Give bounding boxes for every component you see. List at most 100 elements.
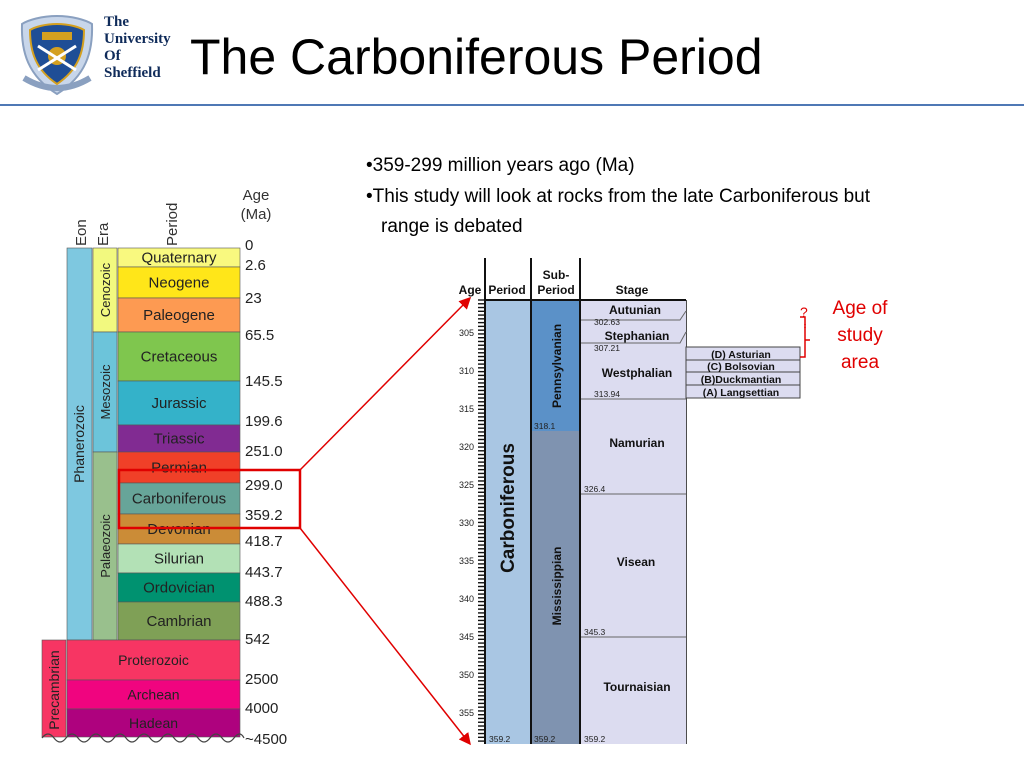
age-label: 2.6: [245, 257, 266, 274]
ruler-label: 335: [459, 556, 474, 566]
carboniferous-detail-chart: Age Period Sub- Period Stage Carbonifero…: [459, 258, 810, 744]
era-mesozoic-bar: [92, 331, 118, 453]
period-label-ordovician: Ordovician: [143, 580, 215, 597]
ruler-label: 355: [459, 708, 474, 718]
bullet-1: •359-299 million years ago (Ma): [366, 155, 635, 176]
subperiod-column-header-line2: Period: [537, 283, 574, 297]
stage-namurian: Namurian: [609, 436, 664, 450]
stage-column-header: Stage: [616, 283, 649, 297]
period-label-cambrian: Cambrian: [146, 613, 211, 630]
age-label: ~4500: [245, 731, 287, 748]
slide-title: The Carboniferous Period: [190, 29, 763, 85]
period-label-silurian: Silurian: [154, 551, 204, 568]
ruler-label: 305: [459, 328, 474, 338]
period-column-header: Period: [488, 283, 525, 297]
boundary-age-359-stage: 359.2: [584, 734, 606, 744]
period-bar-hadean: [66, 708, 241, 738]
period-bar-cambrian: [117, 601, 241, 641]
age-label: 299.0: [245, 477, 283, 494]
age-label: 443.7: [245, 564, 283, 581]
logo-line-1: The: [104, 14, 130, 30]
logo-line-4: Sheffield: [104, 65, 161, 81]
age-label: 23: [245, 290, 262, 307]
connector-top: [299, 296, 472, 471]
carboniferous-highlight-box: [117, 468, 302, 530]
ruler-label: 320: [459, 442, 474, 452]
age-label: 418.7: [245, 533, 283, 550]
stage-autunian: Autunian: [609, 303, 661, 317]
period-label-quaternary: Quaternary: [141, 250, 217, 267]
age-label: 65.5: [245, 327, 274, 344]
base-wavy-line: [41, 733, 245, 743]
period-bar-silurian: [117, 543, 241, 574]
ruler-label: 330: [459, 518, 474, 528]
study-area-bracket: [800, 316, 810, 358]
study-label-line-3: area: [840, 352, 880, 373]
boundary-age-345: 345.3: [584, 627, 606, 637]
university-crest-logo: [20, 14, 94, 96]
period-label-jurassic: Jurassic: [151, 395, 207, 412]
connector-bottom: [299, 527, 471, 746]
period-label-carboniferous: Carboniferous: [132, 491, 226, 508]
logo-line-2: University: [104, 31, 171, 47]
period-bar-archean: [66, 679, 241, 710]
period-label-permian: Permian: [151, 460, 207, 477]
age-label: 488.3: [245, 593, 283, 610]
pennsylvanian-bar: [532, 301, 579, 431]
period-bar-paleogene: [117, 297, 241, 333]
age-label: 251.0: [245, 443, 283, 460]
age-label: 0: [245, 237, 253, 254]
substage-duckmantian: (B)Duckmantian: [701, 374, 782, 386]
geologic-time-scale: Eon Era Period Age (Ma) Phanerozoic Ceno…: [41, 162, 312, 752]
period-label-devonian: Devonian: [147, 521, 210, 538]
ruler-label: 340: [459, 594, 474, 604]
eon-header: Eon: [73, 219, 90, 246]
age-label: 4000: [245, 700, 278, 717]
period-label-triassic: Triassic: [153, 431, 205, 448]
period-label-paleogene: Paleogene: [143, 307, 215, 324]
stage-stephanian: Stephanian: [605, 329, 670, 343]
stage-westphalian: Westphalian: [602, 366, 672, 380]
ruler-label: 350: [459, 670, 474, 680]
period-bar-triassic: [117, 424, 241, 453]
period-label-neogene: Neogene: [149, 275, 210, 292]
uncertainty-question-mark: ?: [800, 304, 808, 320]
carboniferous-period-label: Carboniferous: [498, 443, 519, 573]
substage-langsettian: (A) Langsettian: [703, 387, 779, 399]
period-bar-permian: [117, 451, 241, 484]
stage-tournaisian: Tournaisian: [603, 680, 670, 694]
ruler-label: 345: [459, 632, 474, 642]
bullet-2-continuation: range is debated: [381, 216, 523, 237]
period-label-proterozoic: Proterozoic: [118, 652, 189, 668]
eon-precambrian-label: Precambrian: [46, 650, 62, 729]
boundary-age-359-subperiod: 359.2: [534, 734, 556, 744]
boundary-age-359-period: 359.2: [489, 734, 511, 744]
period-label-archean: Archean: [127, 687, 179, 703]
age-header-line2: (Ma): [241, 206, 272, 223]
age-label: 359.2: [245, 507, 283, 524]
period-bar-cretaceous: [117, 331, 241, 382]
era-palaeozoic-label: Palaeozoic: [98, 514, 113, 578]
age-header-line1: Age: [243, 187, 270, 204]
ruler-label: 315: [459, 404, 474, 414]
period-bar-proterozoic: [66, 639, 241, 681]
boundary-age-313: 313.94: [594, 389, 620, 399]
period-label-cretaceous: Cretaceous: [141, 349, 218, 366]
university-name: The University Of Sheffield: [104, 14, 171, 82]
subperiod-column-header-line1: Sub-: [543, 268, 570, 282]
mississippian-label: Mississippian: [550, 547, 564, 626]
study-area-label: Age of study area: [818, 295, 902, 376]
ruler-label: 310: [459, 366, 474, 376]
boundary-age-302: 302.63: [594, 317, 620, 327]
period-header: Period: [164, 203, 181, 246]
substage-bolsovian: (C) Bolsovian: [707, 361, 775, 373]
eon-precambrian-bar: [41, 639, 67, 738]
period-label-hadean: Hadean: [129, 715, 178, 731]
logo-line-3: Of: [104, 48, 121, 64]
era-cenozoic-label: Cenozoic: [98, 262, 113, 317]
boundary-age-307: 307.21: [594, 343, 620, 353]
stage-visean: Visean: [617, 555, 655, 569]
age-label: 542: [245, 631, 270, 648]
era-header: Era: [95, 222, 112, 246]
